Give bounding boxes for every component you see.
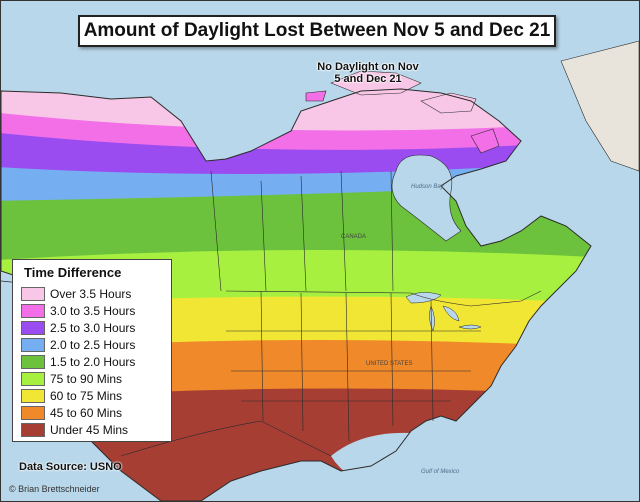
legend-label: 2.5 to 3.0 Hours [50, 321, 136, 335]
legend-swatch [21, 389, 45, 403]
legend-item: 3.0 to 3.5 Hours [21, 303, 135, 319]
legend-label: 75 to 90 Mins [50, 372, 123, 386]
legend-label: Under 45 Mins [50, 423, 129, 437]
legend-item: 2.0 to 2.5 Hours [21, 337, 135, 353]
legend-label: Over 3.5 Hours [50, 287, 132, 301]
legend-swatch [21, 372, 45, 386]
political-boundaries [120, 170, 542, 457]
hudson-bay [391, 154, 462, 242]
legend-item: 45 to 60 Mins [21, 405, 122, 421]
hudson-bay-label: Hudson Bay [411, 184, 444, 190]
band-2-5-to-3-0-hours [1, 126, 591, 174]
united-states-label: UNITED STATES [366, 361, 413, 367]
legend-label: 60 to 75 Mins [50, 389, 123, 403]
legend-label: 1.5 to 2.0 Hours [50, 355, 136, 369]
data-source: Data Source: USNO [19, 461, 122, 473]
map-title: Amount of Daylight Lost Between Nov 5 an… [78, 15, 556, 47]
legend-swatch [21, 355, 45, 369]
legend-title: Time Difference [24, 265, 122, 280]
credit: © Brian Brettschneider [9, 484, 100, 494]
legend-swatch [21, 321, 45, 335]
legend-label: 3.0 to 3.5 Hours [50, 304, 136, 318]
legend: Time Difference Over 3.5 Hours 3.0 to 3.… [12, 259, 172, 442]
legend-swatch [21, 304, 45, 318]
legend-item: 1.5 to 2.0 Hours [21, 354, 135, 370]
legend-item: 60 to 75 Mins [21, 388, 122, 404]
canada-label: CANADA [341, 234, 367, 240]
legend-label: 2.0 to 2.5 Hours [50, 338, 136, 352]
greenland [560, 40, 639, 172]
legend-item: 2.5 to 3.0 Hours [21, 320, 135, 336]
legend-item: Over 3.5 Hours [21, 286, 131, 302]
legend-swatch [21, 406, 45, 420]
coastline [1, 88, 592, 501]
gulf-of-mexico [331, 432, 446, 486]
gulf-of-mexico-label: Gulf of Mexico [421, 469, 460, 475]
legend-item: 75 to 90 Mins [21, 371, 122, 387]
legend-swatch [21, 338, 45, 352]
legend-item: Under 45 Mins [21, 422, 128, 438]
legend-swatch [21, 287, 45, 301]
legend-label: 45 to 60 Mins [50, 406, 123, 420]
legend-swatch [21, 423, 45, 437]
polar-night-note: No Daylight on Nov 5 and Dec 21 [317, 61, 419, 85]
great-lakes [405, 292, 482, 332]
